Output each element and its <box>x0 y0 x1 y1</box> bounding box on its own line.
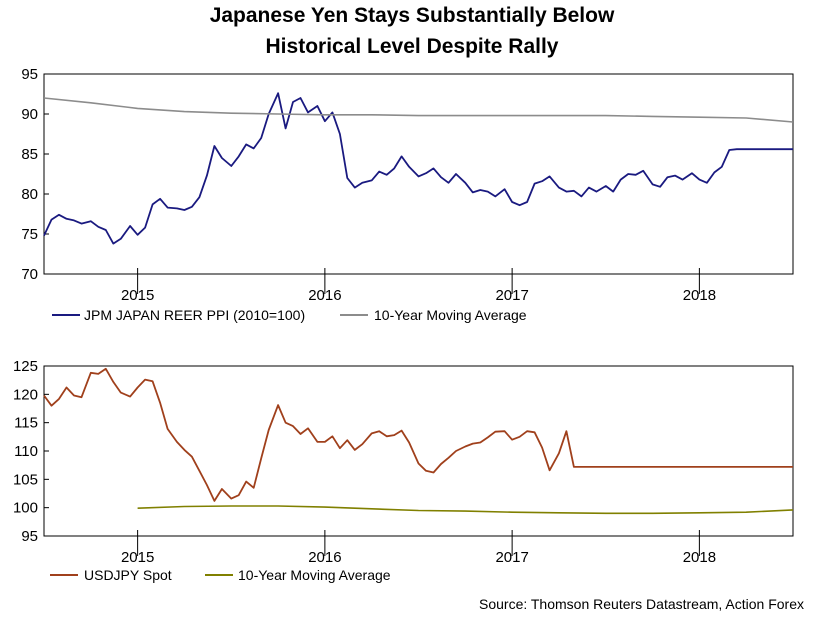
y-tick-label: 90 <box>21 106 38 123</box>
y-tick-label: 105 <box>13 471 38 488</box>
x-year-label: 2018 <box>683 549 716 566</box>
chart-title-line2: Historical Level Despite Rally <box>265 35 559 58</box>
y-tick-label: 125 <box>13 358 38 375</box>
y-tick-label: 110 <box>14 443 38 460</box>
legend-label: JPM JAPAN REER PPI (2010=100) <box>84 307 305 323</box>
x-year-label: 2016 <box>308 549 341 566</box>
chart-title-line1: Japanese Yen Stays Substantially Below <box>209 4 615 27</box>
y-tick-label: 95 <box>21 528 38 545</box>
x-year-label: 2015 <box>121 287 154 304</box>
y-tick-label: 80 <box>21 186 38 203</box>
legend-label: 10-Year Moving Average <box>238 567 391 583</box>
source-note: Source: Thomson Reuters Datastream, Acti… <box>479 596 804 612</box>
y-tick-label: 85 <box>21 146 38 163</box>
y-tick-label: 70 <box>21 266 38 283</box>
y-tick-label: 120 <box>13 386 38 403</box>
y-tick-label: 100 <box>13 500 38 517</box>
x-year-label: 2017 <box>495 549 528 566</box>
legend-label: USDJPY Spot <box>84 567 172 583</box>
series-line-10-year-moving-average <box>43 97 794 123</box>
x-year-label: 2018 <box>683 287 716 304</box>
x-year-label: 2017 <box>495 287 528 304</box>
legend-label: 10-Year Moving Average <box>374 307 527 323</box>
plot-frame <box>43 73 794 275</box>
y-tick-label: 95 <box>21 66 38 83</box>
chart-panel-1: 70 75 80 85 90 95 2015 2016 2017 2018 JPM JAPAN RE… <box>21 66 794 323</box>
x-year-label: 2015 <box>121 549 154 566</box>
x-year-label: 2016 <box>308 287 341 304</box>
y-tick-label: 115 <box>14 415 38 432</box>
series-line-usdjpy-spot <box>43 367 793 502</box>
chart-panel-2: 95 100 105 110 115 120 125 2015 2016 2017 2018 USDJ… <box>13 358 794 583</box>
y-tick-label: 75 <box>21 226 38 243</box>
series-line-10-year-moving-average <box>137 505 794 515</box>
series-line-jpm-japan-reer-ppi-2010-100- <box>43 92 793 245</box>
